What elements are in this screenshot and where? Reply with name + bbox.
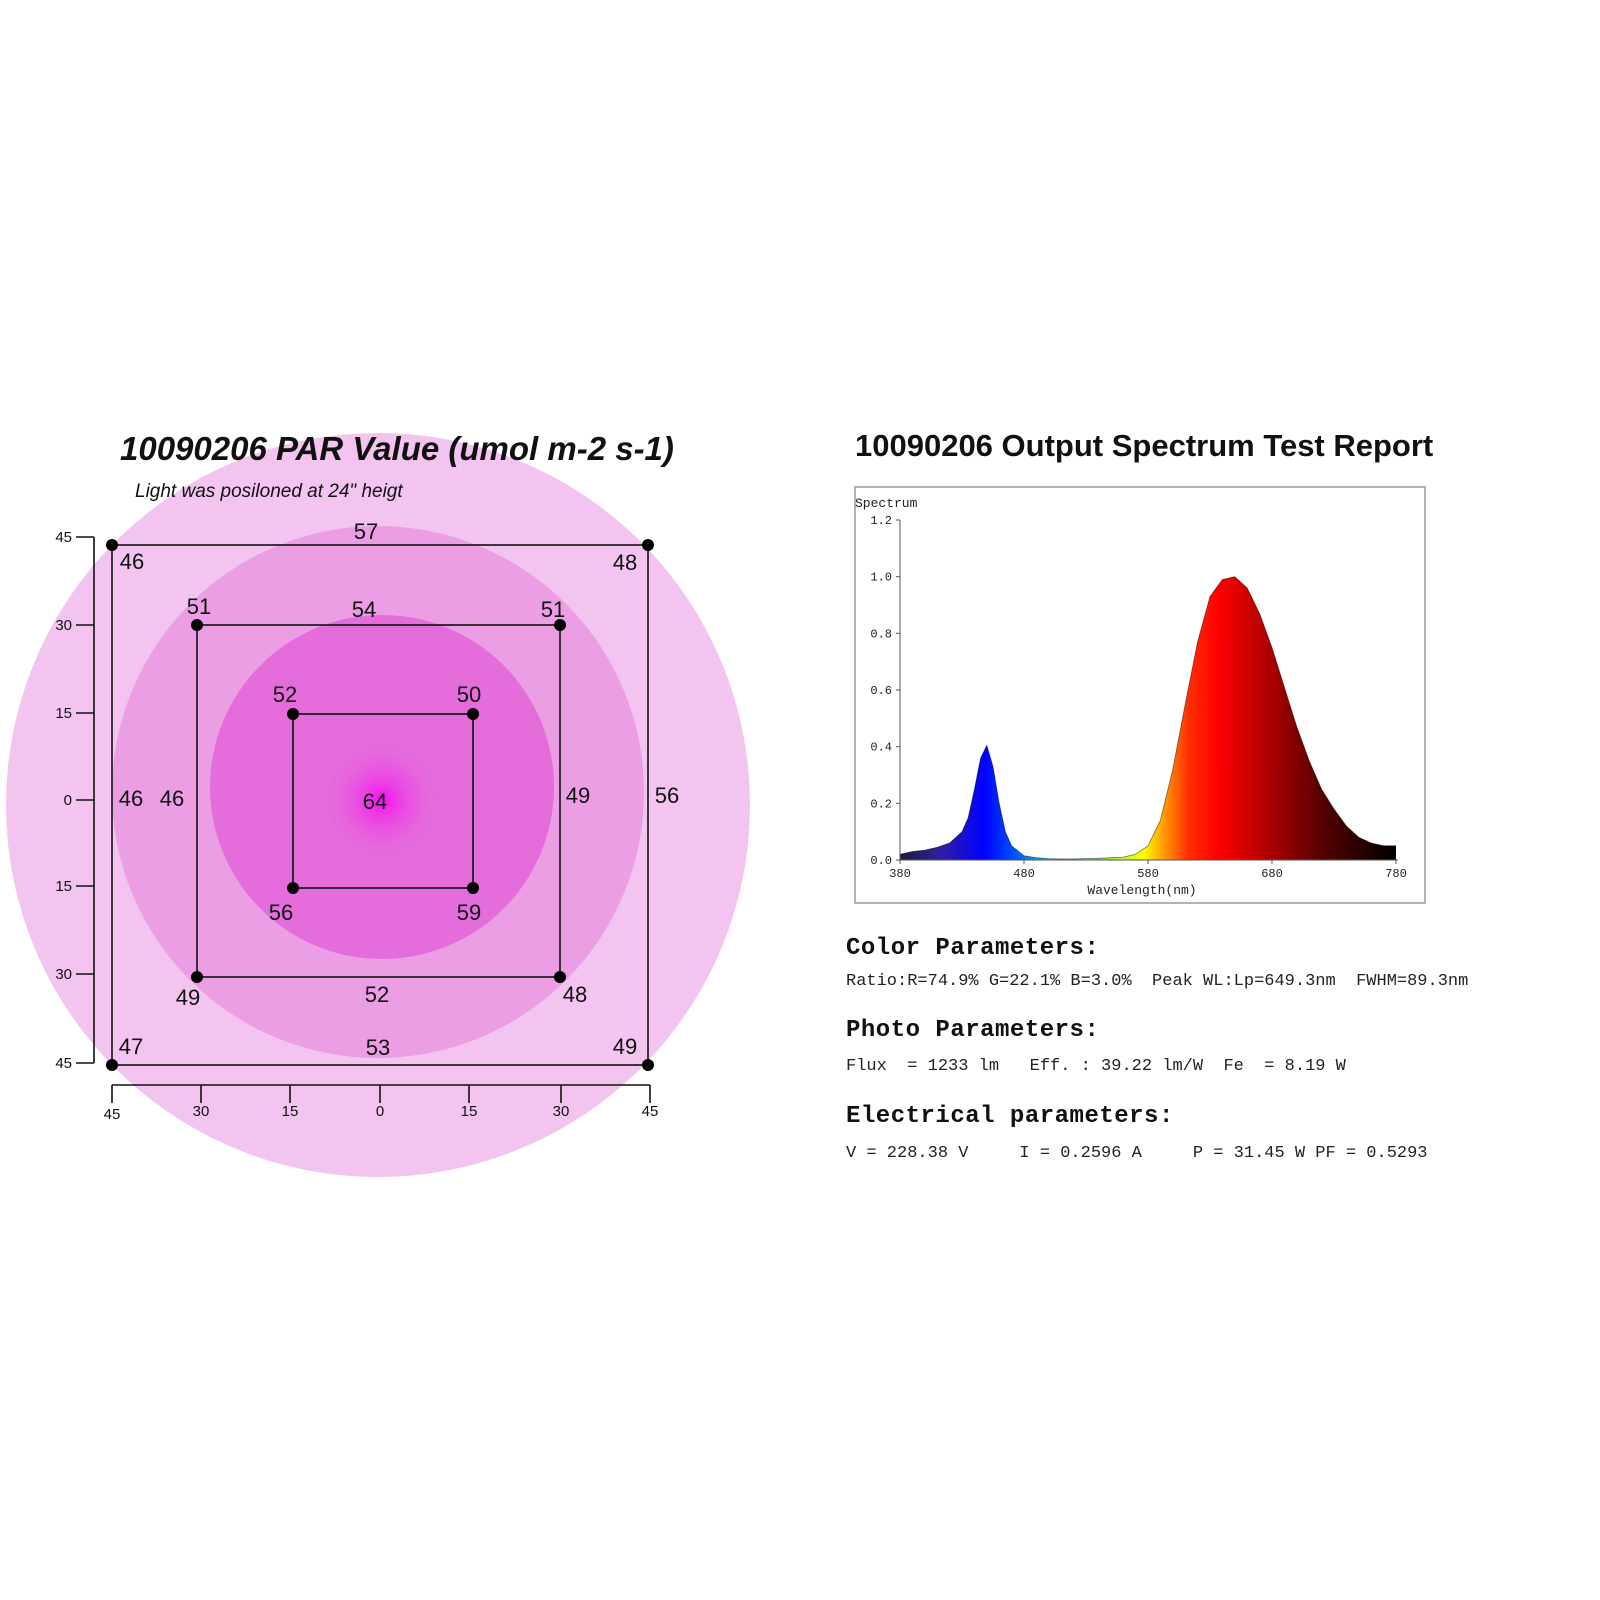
par-values: 46 57 48 46 56 47 53 49 51 54 51 46 49 4… (119, 519, 679, 1060)
par-value-middle-top-right: 51 (541, 597, 565, 622)
par-title: 10090206 PAR Value (umol m-2 s-1) (120, 430, 674, 467)
par-value-inner-bottom-left: 56 (269, 900, 293, 925)
spectrum-y-tick-label: 0.2 (870, 797, 892, 811)
par-point (106, 539, 118, 551)
electrical-params-heading: Electrical parameters: (846, 1103, 1174, 1130)
par-value-middle-mid-left: 46 (160, 786, 184, 811)
spectrum-x-tick-label: 380 (889, 867, 911, 881)
par-value-outer-mid-right: 56 (655, 783, 679, 808)
par-x-axis (111, 1084, 651, 1103)
par-y-tick-label: 30 (55, 617, 72, 634)
par-x-tick-label: 45 (104, 1106, 121, 1123)
par-value-outer-top-right: 48 (613, 550, 637, 575)
par-value-inner-top-right: 50 (457, 682, 481, 707)
par-diagram: 45 30 15 0 15 30 45 45 30 15 0 15 30 45 (6, 433, 750, 1177)
par-value-middle-mid-right: 49 (566, 783, 590, 808)
par-y-tick-label: 15 (55, 878, 72, 895)
par-value-middle-top-left: 51 (187, 594, 211, 619)
spectrum-y-tick-label: 0.0 (870, 854, 892, 868)
par-square-middle (196, 624, 561, 978)
par-y-tick-labels: 45 30 15 0 15 30 45 (55, 529, 72, 1072)
spectrum-y-tick-label: 0.6 (870, 684, 892, 698)
spectrum-title: 10090206 Output Spectrum Test Report (855, 428, 1434, 463)
par-y-axis (76, 536, 95, 1064)
spectrum-x-tick-label: 680 (1261, 867, 1283, 881)
par-value-outer-bottom-right: 49 (613, 1034, 637, 1059)
par-y-tick-label: 0 (64, 792, 72, 809)
par-value-center: 64 (363, 789, 387, 814)
spectrum-y-tick-label: 0.4 (870, 741, 892, 755)
spectrum-x-tick-label: 480 (1013, 867, 1035, 881)
par-value-middle-bottom-left: 49 (176, 985, 200, 1010)
par-value-outer-bottom-mid: 53 (366, 1035, 390, 1060)
par-y-tick-label: 15 (55, 705, 72, 722)
par-x-tick-labels: 45 30 15 0 15 30 45 (104, 1103, 659, 1123)
par-x-tick-label: 15 (282, 1103, 299, 1120)
par-point (467, 882, 479, 894)
par-point (554, 971, 566, 983)
par-value-middle-top-mid: 54 (352, 597, 376, 622)
par-center-glow (322, 740, 442, 860)
photo-params-heading: Photo Parameters: (846, 1017, 1100, 1044)
spectrum-axes: 0.0 0.2 0.4 0.6 0.8 1.0 1.2 380 480 580 680 780 (870, 514, 1406, 881)
par-y-tick-label: 30 (55, 966, 72, 983)
par-point (287, 882, 299, 894)
par-value-middle-bottom-mid: 52 (365, 982, 389, 1007)
photo-params-line: Flux = 1233 lm Eff. : 39.22 lm/W Fe = 8.… (846, 1057, 1346, 1076)
par-point (642, 539, 654, 551)
par-x-tick-label: 15 (461, 1103, 478, 1120)
spectrum-line (899, 576, 1396, 860)
par-y-tick-label: 45 (55, 1055, 72, 1072)
par-point (287, 708, 299, 720)
par-value-outer-top-left: 46 (120, 549, 144, 574)
spectrum-x-tick-label: 780 (1385, 867, 1407, 881)
par-x-tick-label: 45 (642, 1103, 659, 1120)
spectrum-chart: Spectrum 0.0 0.2 0.4 0.6 0.8 1.0 1.2 380 480 580 6… (854, 486, 1426, 904)
par-point (191, 619, 203, 631)
par-value-inner-bottom-right: 59 (457, 900, 481, 925)
spectrum-y-tick-label: 1.0 (870, 571, 892, 585)
spectrum-y-tick-label: 1.2 (870, 514, 892, 528)
spectrum-ylabel: Spectrum (855, 496, 918, 511)
par-value-outer-bottom-left: 47 (119, 1034, 143, 1059)
par-point (642, 1059, 654, 1071)
spectrum-y-tick-label: 0.8 (870, 627, 892, 641)
color-params-heading: Color Parameters: (846, 935, 1100, 962)
par-value-outer-top-mid: 57 (354, 519, 378, 544)
par-square-outer (111, 544, 649, 1066)
par-x-tick-label: 30 (553, 1103, 570, 1120)
spectrum-x-tick-label: 580 (1137, 867, 1159, 881)
par-value-middle-bottom-right: 48 (563, 982, 587, 1007)
par-point (191, 971, 203, 983)
color-params-line: Ratio:R=74.9% G=22.1% B=3.0% Peak WL:Lp=… (846, 972, 1469, 991)
spectrum-xlabel: Wavelength(nm) (1087, 883, 1196, 898)
par-y-tick-label: 45 (55, 529, 72, 546)
par-x-tick-label: 30 (193, 1103, 210, 1120)
electrical-params-line: V = 228.38 V I = 0.2596 A P = 31.45 W PF… (846, 1144, 1428, 1163)
par-value-outer-mid-left: 46 (119, 786, 143, 811)
par-point (554, 619, 566, 631)
par-point (106, 1059, 118, 1071)
par-point (467, 708, 479, 720)
par-measure-points (106, 539, 654, 1071)
par-value-inner-top-left: 52 (273, 682, 297, 707)
par-subtitle: Light was posiloned at 24" heigt (135, 481, 403, 502)
par-x-tick-label: 0 (376, 1103, 384, 1120)
par-square-inner (292, 713, 474, 889)
